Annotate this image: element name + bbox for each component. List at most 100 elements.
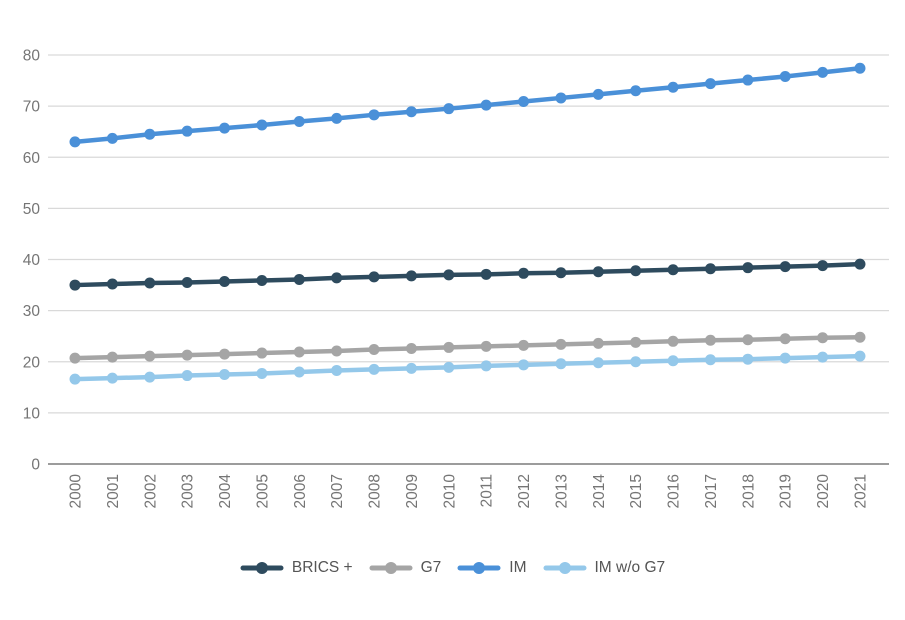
- data-point-im-2012[interactable]: [518, 96, 530, 108]
- data-point-brics-2013[interactable]: [555, 267, 567, 279]
- data-point-im-w-o-g7-2013[interactable]: [555, 358, 567, 370]
- data-point-im-w-o-g7-2004[interactable]: [219, 369, 231, 381]
- data-point-im-2016[interactable]: [667, 81, 679, 93]
- data-point-im-2007[interactable]: [331, 112, 343, 124]
- data-point-brics-2017[interactable]: [704, 263, 716, 275]
- data-point-im-w-o-g7-2020[interactable]: [817, 351, 829, 363]
- legend-item-im[interactable]: IM: [457, 559, 527, 577]
- legend-item-brics[interactable]: BRICS +: [240, 559, 353, 577]
- data-point-im-w-o-g7-2005[interactable]: [256, 368, 268, 380]
- data-point-g7-2015[interactable]: [630, 336, 642, 348]
- data-point-im-w-o-g7-2007[interactable]: [331, 364, 343, 376]
- legend-item-im-w-o-g7[interactable]: IM w/o G7: [543, 559, 665, 577]
- data-point-brics-2018[interactable]: [742, 262, 754, 274]
- data-point-g7-2012[interactable]: [518, 339, 530, 351]
- data-point-g7-2020[interactable]: [817, 332, 829, 344]
- data-point-brics-2014[interactable]: [592, 266, 604, 278]
- data-point-im-w-o-g7-2015[interactable]: [630, 356, 642, 368]
- data-point-g7-2009[interactable]: [405, 342, 417, 354]
- data-point-im-w-o-g7-2002[interactable]: [144, 371, 156, 383]
- data-point-im-w-o-g7-2016[interactable]: [667, 355, 679, 367]
- data-point-im-2000[interactable]: [69, 136, 81, 148]
- x-axis-tick-label: 2009: [404, 474, 421, 508]
- data-point-g7-2010[interactable]: [443, 341, 455, 353]
- data-point-g7-2004[interactable]: [219, 348, 231, 360]
- data-point-im-2010[interactable]: [443, 103, 455, 115]
- data-point-brics-2000[interactable]: [69, 279, 81, 291]
- data-point-im-w-o-g7-2008[interactable]: [368, 363, 380, 375]
- legend-item-g7[interactable]: G7: [369, 559, 441, 577]
- data-point-im-2009[interactable]: [405, 106, 417, 118]
- data-point-g7-2021[interactable]: [854, 331, 866, 343]
- data-point-im-2001[interactable]: [106, 132, 118, 144]
- data-point-g7-2014[interactable]: [592, 337, 604, 349]
- data-point-brics-2004[interactable]: [219, 275, 231, 287]
- data-point-brics-2021[interactable]: [854, 258, 866, 270]
- data-point-g7-2016[interactable]: [667, 335, 679, 347]
- data-point-im-2005[interactable]: [256, 119, 268, 131]
- data-point-brics-2016[interactable]: [667, 264, 679, 276]
- y-axis-tick-label: 0: [31, 457, 40, 474]
- data-point-g7-2017[interactable]: [704, 334, 716, 346]
- data-point-im-2020[interactable]: [817, 66, 829, 78]
- data-point-im-2018[interactable]: [742, 74, 754, 86]
- data-point-brics-2012[interactable]: [518, 267, 530, 279]
- data-point-g7-2011[interactable]: [480, 340, 492, 352]
- data-point-im-w-o-g7-2011[interactable]: [480, 360, 492, 372]
- data-point-brics-2015[interactable]: [630, 265, 642, 277]
- x-axis-tick-label: 2008: [367, 474, 384, 508]
- data-point-brics-2005[interactable]: [256, 274, 268, 286]
- legend-marker-g7: [369, 562, 413, 574]
- data-point-brics-2009[interactable]: [405, 270, 417, 282]
- data-point-brics-2008[interactable]: [368, 271, 380, 283]
- y-axis-tick-label: 30: [23, 303, 41, 320]
- data-point-im-w-o-g7-2019[interactable]: [779, 352, 791, 364]
- data-point-im-2006[interactable]: [293, 115, 305, 127]
- data-point-im-w-o-g7-2021[interactable]: [854, 350, 866, 362]
- data-point-g7-2007[interactable]: [331, 345, 343, 357]
- data-point-im-2002[interactable]: [144, 128, 156, 140]
- data-point-im-w-o-g7-2001[interactable]: [106, 372, 118, 384]
- x-axis-tick-label: 2004: [217, 474, 234, 509]
- data-point-brics-2019[interactable]: [779, 261, 791, 273]
- data-point-im-w-o-g7-2017[interactable]: [704, 354, 716, 366]
- data-point-brics-2003[interactable]: [181, 277, 193, 289]
- data-point-im-w-o-g7-2010[interactable]: [443, 361, 455, 373]
- data-point-g7-2002[interactable]: [144, 350, 156, 362]
- data-point-im-2019[interactable]: [779, 70, 791, 82]
- data-point-im-w-o-g7-2006[interactable]: [293, 366, 305, 378]
- data-point-brics-2001[interactable]: [106, 278, 118, 290]
- data-point-im-2013[interactable]: [555, 92, 567, 104]
- data-point-brics-2011[interactable]: [480, 268, 492, 280]
- data-point-im-w-o-g7-2000[interactable]: [69, 373, 81, 385]
- data-point-im-2021[interactable]: [854, 62, 866, 74]
- data-point-g7-2013[interactable]: [555, 338, 567, 350]
- data-point-im-w-o-g7-2003[interactable]: [181, 370, 193, 382]
- data-point-im-2003[interactable]: [181, 125, 193, 137]
- x-axis-tick-label: 2001: [105, 474, 122, 508]
- data-point-im-2008[interactable]: [368, 109, 380, 121]
- data-point-im-w-o-g7-2018[interactable]: [742, 353, 754, 365]
- data-point-im-2014[interactable]: [592, 88, 604, 100]
- data-point-im-2004[interactable]: [219, 122, 231, 134]
- data-point-brics-2002[interactable]: [144, 277, 156, 289]
- data-point-g7-2000[interactable]: [69, 352, 81, 364]
- data-point-brics-2007[interactable]: [331, 272, 343, 284]
- data-point-im-w-o-g7-2009[interactable]: [405, 362, 417, 374]
- data-point-brics-2020[interactable]: [817, 260, 829, 272]
- data-point-g7-2001[interactable]: [106, 351, 118, 363]
- data-point-im-w-o-g7-2012[interactable]: [518, 359, 530, 371]
- data-point-im-w-o-g7-2014[interactable]: [592, 357, 604, 369]
- data-point-g7-2008[interactable]: [368, 343, 380, 355]
- data-point-g7-2018[interactable]: [742, 334, 754, 346]
- data-point-im-2011[interactable]: [480, 99, 492, 111]
- data-point-im-2015[interactable]: [630, 85, 642, 97]
- x-axis-tick-label: 2020: [815, 474, 832, 509]
- data-point-g7-2006[interactable]: [293, 346, 305, 358]
- data-point-brics-2010[interactable]: [443, 269, 455, 281]
- data-point-g7-2019[interactable]: [779, 333, 791, 345]
- data-point-g7-2003[interactable]: [181, 349, 193, 361]
- data-point-im-2017[interactable]: [704, 78, 716, 90]
- data-point-brics-2006[interactable]: [293, 273, 305, 285]
- data-point-g7-2005[interactable]: [256, 347, 268, 359]
